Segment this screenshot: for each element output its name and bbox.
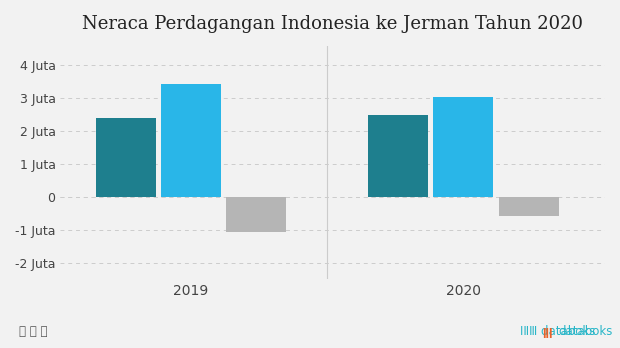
Bar (95, 118, 156, 197)
Bar (161, 84, 221, 197)
Bar (433, 97, 494, 197)
Bar (226, 197, 286, 232)
Text: ⅠⅡⅢ databoks: ⅠⅡⅢ databoks (520, 325, 595, 338)
Bar (368, 115, 428, 197)
Title: Neraca Perdagangan Indonesia ke Jerman Tahun 2020: Neraca Perdagangan Indonesia ke Jerman T… (82, 15, 583, 33)
Bar (499, 197, 559, 216)
Text: ǀǀǀ: ǀǀǀ (542, 327, 553, 338)
Text: Ⓒ Ⓒ Ⓢ: Ⓒ Ⓒ Ⓢ (19, 325, 47, 338)
Text: databoks: databoks (558, 325, 613, 338)
